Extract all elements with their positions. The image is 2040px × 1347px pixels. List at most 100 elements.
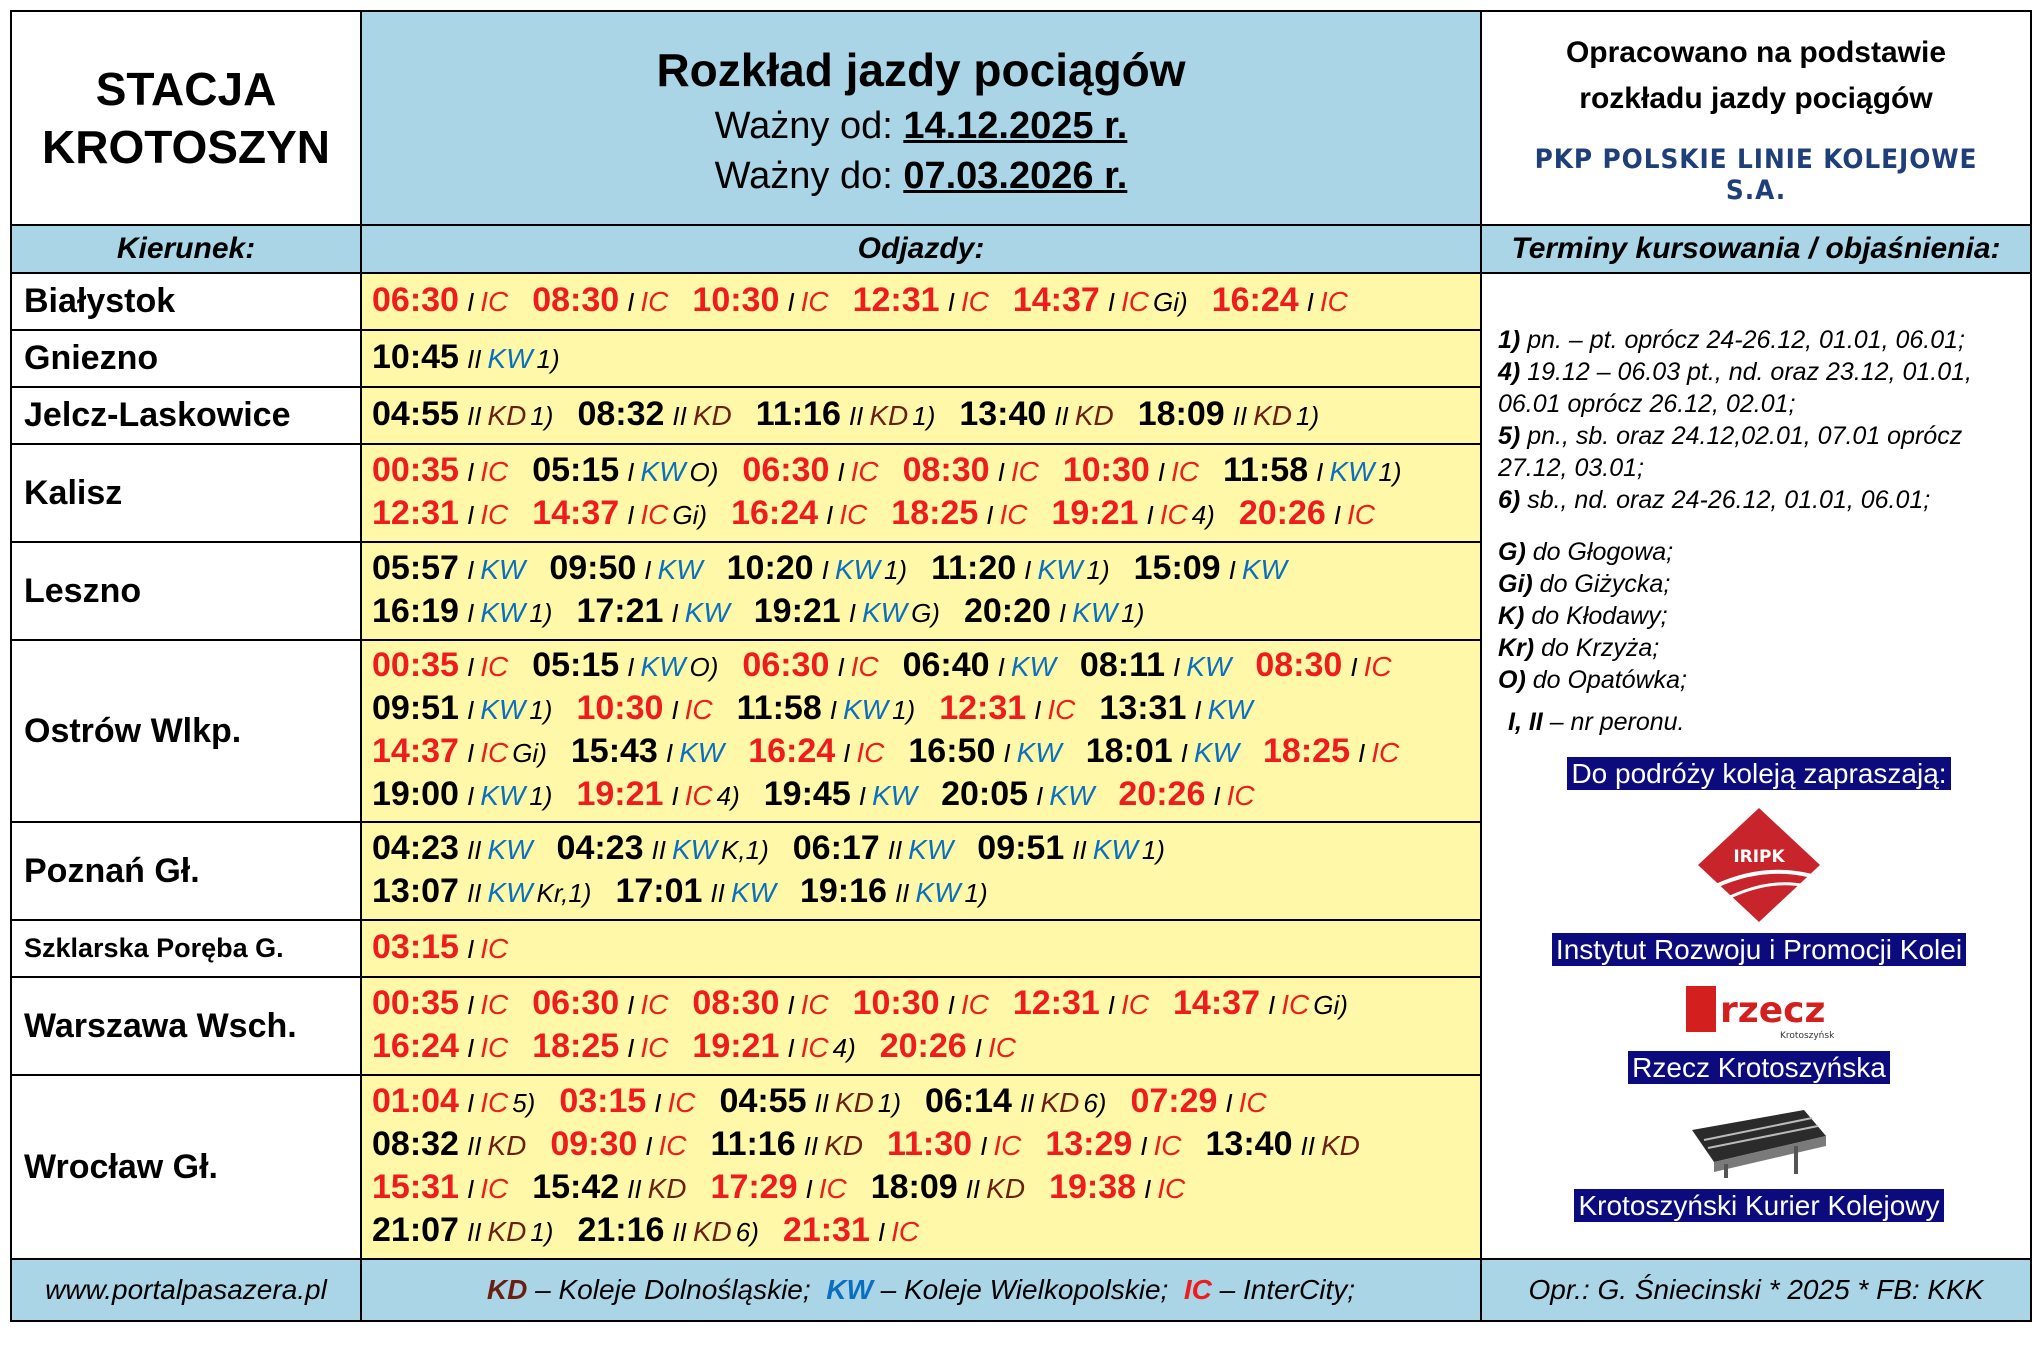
- departure-entry: 09:50 I KW: [549, 549, 702, 587]
- departure-time: 18:09: [870, 1168, 958, 1206]
- platform-number: I: [1140, 1131, 1148, 1161]
- carrier-code: IC: [480, 989, 509, 1020]
- footer-website[interactable]: www.portalpasazera.pl: [10, 1258, 362, 1322]
- footnote-marker: Gi): [672, 500, 708, 530]
- platform-number: I: [1034, 695, 1042, 725]
- carrier-code: KW: [487, 877, 533, 908]
- table-row: Szklarska Poręba G. 03:15 I IC: [10, 919, 2031, 978]
- platform-number: II: [1072, 835, 1087, 865]
- departure-time: 05:57: [372, 549, 459, 587]
- departures-line: 16:19 I KW 1) 17:21 I KW 19:21 I KW G) 20:20 I KW 1): [372, 591, 1470, 634]
- departure-entry: 05:15 I KW O): [532, 451, 718, 489]
- departure-entry: 11:58 I KW 1): [1223, 451, 1402, 489]
- carrier-code: KD: [692, 1216, 732, 1247]
- platform-number: I: [1024, 555, 1032, 585]
- departure-entry: 16:50 I KW: [908, 732, 1061, 770]
- carrier-code: KW: [1010, 651, 1056, 682]
- departures-line: 19:00 I KW 1) 19:21 I IC 4) 19:45 I KW 20:05 I KW 20:2…: [372, 774, 1470, 817]
- rzecz-banner: Rzecz Krotoszyńska: [1498, 1051, 2020, 1084]
- carrier-code: IC: [1371, 737, 1400, 768]
- platform-number: II: [1054, 401, 1069, 431]
- carrier-code: IC: [987, 1032, 1016, 1063]
- direction-cell: Szklarska Poręba G.: [10, 919, 362, 978]
- departure-time: 09:50: [549, 549, 637, 587]
- note-key: 5): [1498, 422, 1521, 450]
- rzecz-logo-icon: rzecz Krotoszyńska: [1686, 986, 1834, 1041]
- footnote-marker: O): [689, 457, 719, 487]
- departure-time: 16:50: [908, 732, 996, 770]
- departure-entry: 06:14 II KD 6): [925, 1082, 1106, 1120]
- departure-time: 17:29: [710, 1168, 798, 1206]
- footnote-marker: 1): [1086, 555, 1110, 585]
- departure-entry: 11:30 I IC: [887, 1125, 1021, 1163]
- valid-from-label: Ważny od:: [714, 105, 893, 147]
- platform-number: I: [671, 695, 679, 725]
- platform-number: I: [1173, 652, 1181, 682]
- destinations-list: G) do Głogowa; Gi) do Giżycka; K) do Kłoda…: [1498, 536, 2020, 696]
- direction-cell: Wrocław Gł.: [10, 1074, 362, 1260]
- platform-number: I: [466, 457, 475, 487]
- note-key: 1): [1498, 326, 1521, 354]
- platform-number: II: [803, 1131, 819, 1161]
- departure-time: 10:30: [576, 689, 664, 727]
- platform-number: II: [466, 1131, 482, 1161]
- platform-number: II: [672, 1217, 687, 1247]
- carrier-code: KW: [679, 737, 725, 768]
- table-row: Wrocław Gł. 01:04 I IC 5) 03:15 I IC 04:55 II KD 1)…: [10, 1074, 2031, 1260]
- table-row: Ostrów Wlkp. 00:35 I IC 05:15 I KW O) 06:30 I IC 06…: [10, 639, 2031, 823]
- departure-entry: 19:16 II KW 1): [800, 872, 988, 910]
- footnote-marker: K,1): [721, 835, 769, 865]
- note-text: do Krzyża;: [1541, 634, 1660, 662]
- carrier-code: IC: [800, 1032, 829, 1063]
- platform-number: I: [980, 1131, 988, 1161]
- departures-line: 21:07 II KD 1) 21:16 II KD 6) 21:31 I IC: [372, 1210, 1470, 1253]
- departure-entry: 14:37 I IC Gi): [372, 732, 547, 770]
- carrier-code: IC: [480, 456, 509, 487]
- legend-kd-abbr: KD: [486, 1274, 528, 1305]
- footnote-marker: Gi): [1153, 287, 1188, 317]
- carrier-code: IC: [993, 1130, 1022, 1161]
- departures-line: 00:35 I IC 05:15 I KW O) 06:30 I IC 06:40 I KW 08:11 I…: [372, 645, 1470, 688]
- departure-time: 13:40: [959, 395, 1047, 433]
- platform-number: I: [787, 1033, 795, 1063]
- departure-entry: 00:35 I IC: [372, 451, 508, 489]
- departure-time: 06:17: [792, 829, 880, 867]
- carrier-code: KW: [834, 554, 880, 585]
- platform-number: I: [1194, 695, 1202, 725]
- carrier-code: IC: [1121, 989, 1150, 1020]
- footnote-marker: 4): [832, 1033, 856, 1063]
- departure-entry: 06:30 I IC: [372, 281, 508, 319]
- departure-time: 08:32: [372, 1125, 459, 1163]
- platform-number: I: [466, 934, 475, 964]
- departure-time: 13:31: [1099, 689, 1187, 727]
- platform-number: I: [645, 1131, 653, 1161]
- departure-time: 08:11: [1079, 646, 1166, 684]
- carrier-code: IC: [480, 651, 509, 682]
- departure-entry: 10:30 I IC: [853, 984, 989, 1022]
- footnote-marker: 1): [1121, 598, 1145, 628]
- departure-time: 19:16: [799, 872, 887, 910]
- carrier-code: KW: [1037, 554, 1083, 585]
- departure-time: 21:07: [372, 1211, 459, 1249]
- carrier-code: KW: [684, 597, 730, 628]
- departure-entry: 12:31 I IC: [1013, 984, 1149, 1022]
- departure-entry: 05:15 I KW O): [532, 646, 718, 684]
- platform-number: I: [1316, 457, 1324, 487]
- notes-panel: 1) pn. – pt. oprócz 24-26.12, 01.01, 06.…: [1480, 272, 2032, 1260]
- departure-time: 17:21: [576, 592, 664, 630]
- departure-time: 19:21: [1051, 494, 1139, 532]
- carrier-code: KD: [834, 1087, 874, 1118]
- carrier-code: KW: [1072, 597, 1118, 628]
- platform-number: I: [466, 1033, 475, 1063]
- departures-line: 04:23 II KW 04:23 II KW K,1) 06:17 II KW 09:51 II KW…: [372, 828, 1470, 871]
- note-text: do Giżycka;: [1539, 570, 1671, 598]
- direction-cell: Warszawa Wsch.: [10, 976, 362, 1076]
- platform-number: I: [1146, 500, 1154, 530]
- direction-cell: Leszno: [10, 541, 362, 641]
- platform-number: II: [466, 1217, 482, 1247]
- carrier-code: IC: [1363, 651, 1392, 682]
- platform-number: II: [466, 878, 482, 908]
- direction-cell: Ostrów Wlkp.: [10, 639, 362, 823]
- departure-entry: 20:26 I IC: [1118, 775, 1254, 813]
- platform-number: I: [837, 652, 845, 682]
